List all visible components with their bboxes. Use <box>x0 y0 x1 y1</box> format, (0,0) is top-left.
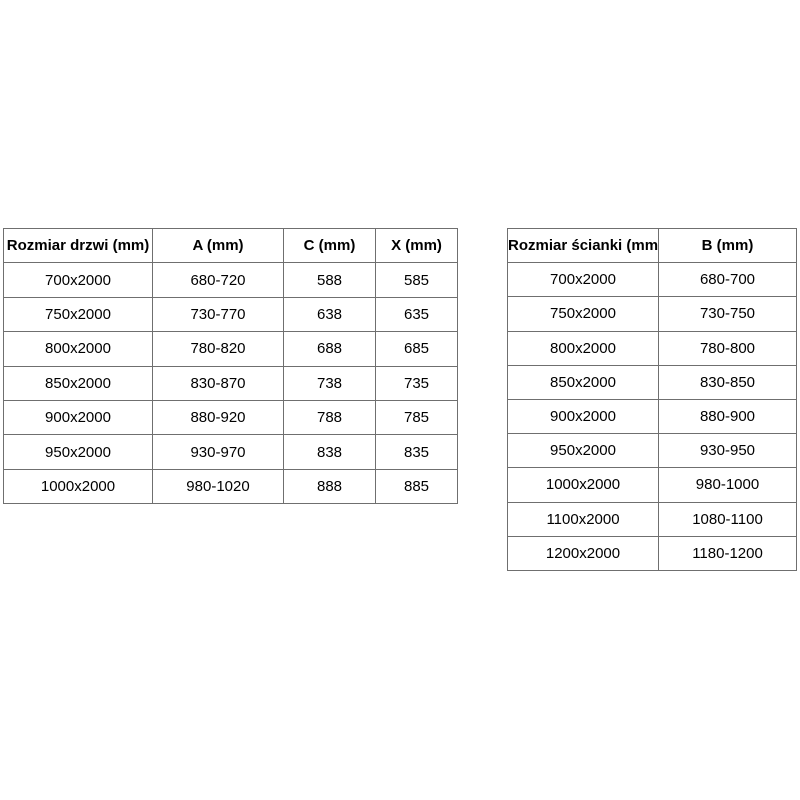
table-cell: 730-770 <box>152 296 284 333</box>
table-cell: 588 <box>283 262 376 298</box>
table-row: 900x2000 880-900 <box>507 398 797 435</box>
table-cell: 780-820 <box>152 331 284 367</box>
table-cell: 780-800 <box>658 330 797 366</box>
table-cell: 800x2000 <box>507 330 659 366</box>
table-cell: 850x2000 <box>3 365 153 401</box>
table-cell: 1200x2000 <box>507 535 659 571</box>
table-cell: 735 <box>375 365 458 401</box>
table-cell: 680-720 <box>152 262 284 298</box>
table-cell: 750x2000 <box>3 296 153 333</box>
header-cell: Rozmiar drzwi (mm) <box>3 227 153 264</box>
table-cell: 885 <box>375 468 458 505</box>
table-row: 800x2000 780-800 <box>507 330 797 366</box>
table-cell: 685 <box>375 331 458 367</box>
header-cell: B (mm) <box>658 227 797 264</box>
wall-size-table: Rozmiar ścianki (mm) B (mm) 700x2000 680-70… <box>507 227 797 571</box>
table-cell: 888 <box>283 468 376 505</box>
table-cell: 930-970 <box>152 434 284 470</box>
table-row: 850x2000 830-870 738 735 <box>3 365 458 401</box>
table-cell: 1100x2000 <box>507 501 659 537</box>
table-cell: 635 <box>375 296 458 333</box>
table-cell: 738 <box>283 365 376 401</box>
table-row: 750x2000 730-770 638 635 <box>3 296 458 333</box>
table-cell: 785 <box>375 399 458 436</box>
table-cell: 688 <box>283 331 376 367</box>
table-row: 1000x2000 980-1000 <box>507 467 797 503</box>
table-cell: 835 <box>375 434 458 470</box>
table-row: 1000x2000 980-1020 888 885 <box>3 468 458 505</box>
header-cell: C (mm) <box>283 227 376 264</box>
table-cell: 880-900 <box>658 398 797 435</box>
table-row: 1100x2000 1080-1100 <box>507 501 797 537</box>
table-cell: 700x2000 <box>507 262 659 298</box>
table-cell: 880-920 <box>152 399 284 436</box>
table-cell: 750x2000 <box>507 296 659 332</box>
table-cell: 950x2000 <box>3 434 153 470</box>
table-cell: 980-1000 <box>658 467 797 503</box>
table-row: 750x2000 730-750 <box>507 296 797 332</box>
header-row: Rozmiar drzwi (mm) A (mm) C (mm) X (mm) <box>3 227 458 264</box>
table-cell: 838 <box>283 434 376 470</box>
table-row: 700x2000 680-700 <box>507 262 797 298</box>
header-cell: Rozmiar ścianki (mm) <box>507 227 659 264</box>
table-cell: 850x2000 <box>507 364 659 400</box>
table-cell: 585 <box>375 262 458 298</box>
table-cell: 680-700 <box>658 262 797 298</box>
table-row: 850x2000 830-850 <box>507 364 797 400</box>
table-row: 700x2000 680-720 588 585 <box>3 262 458 298</box>
door-size-table: Rozmiar drzwi (mm) A (mm) C (mm) X (mm) 700x… <box>3 227 458 505</box>
table-row: 800x2000 780-820 688 685 <box>3 331 458 367</box>
table-row: 900x2000 880-920 788 785 <box>3 399 458 436</box>
table-cell: 1080-1100 <box>658 501 797 537</box>
table-row: 1200x2000 1180-1200 <box>507 535 797 571</box>
table-cell: 1000x2000 <box>507 467 659 503</box>
table-cell: 700x2000 <box>3 262 153 298</box>
table-cell: 800x2000 <box>3 331 153 367</box>
table-cell: 950x2000 <box>507 433 659 469</box>
table-cell: 638 <box>283 296 376 333</box>
table-cell: 980-1020 <box>152 468 284 505</box>
table-cell: 930-950 <box>658 433 797 469</box>
table-cell: 830-850 <box>658 364 797 400</box>
table-cell: 788 <box>283 399 376 436</box>
table-cell: 730-750 <box>658 296 797 332</box>
table-cell: 1180-1200 <box>658 535 797 571</box>
header-cell: X (mm) <box>375 227 458 264</box>
header-row: Rozmiar ścianki (mm) B (mm) <box>507 227 797 264</box>
table-cell: 1000x2000 <box>3 468 153 505</box>
table-row: 950x2000 930-950 <box>507 433 797 469</box>
table-row: 950x2000 930-970 838 835 <box>3 434 458 470</box>
table-cell: 900x2000 <box>507 398 659 435</box>
header-cell: A (mm) <box>152 227 284 264</box>
table-cell: 900x2000 <box>3 399 153 436</box>
table-cell: 830-870 <box>152 365 284 401</box>
